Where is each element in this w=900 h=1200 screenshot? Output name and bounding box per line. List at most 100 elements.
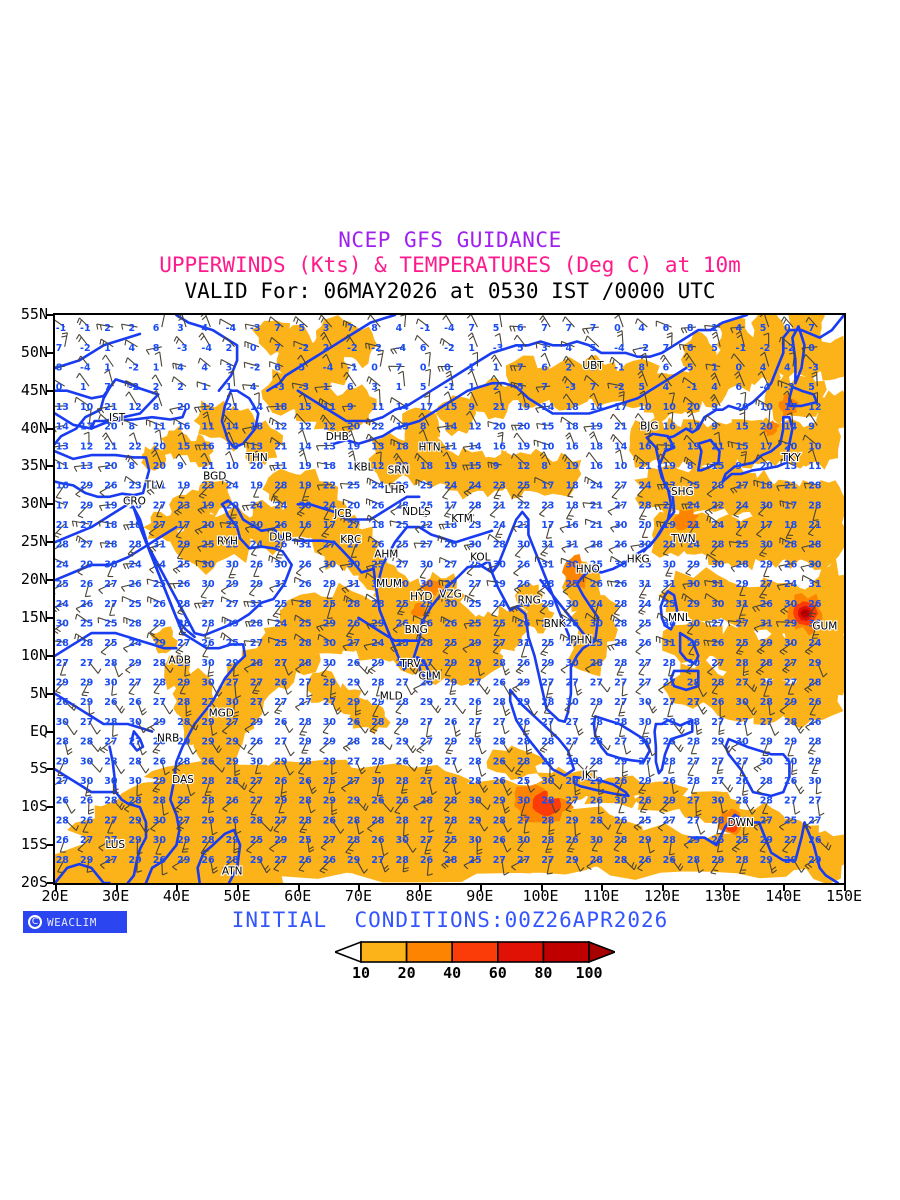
svg-text:8: 8: [129, 461, 136, 472]
svg-text:30: 30: [614, 559, 628, 570]
lon-tick: [237, 884, 240, 891]
svg-text:26: 26: [517, 559, 531, 570]
svg-text:21: 21: [274, 441, 287, 452]
svg-text:LHR: LHR: [385, 484, 406, 496]
svg-text:28: 28: [274, 481, 288, 492]
svg-text:27: 27: [541, 619, 554, 630]
svg-text:28: 28: [129, 796, 143, 807]
svg-text:12: 12: [323, 422, 336, 433]
svg-text:-3: -3: [808, 363, 819, 374]
svg-text:27: 27: [347, 776, 360, 787]
weather-map[interactable]: -1 -1 2 2 6 3 4 -4 -3 7 5 3 7 8 4 -1 -4 7 5 6 7 7 7 0 4 6 8 1 4 5 0 7 7-…: [53, 313, 846, 885]
svg-text:-1: -1: [80, 323, 91, 334]
lat-tick-label: 35N: [20, 456, 48, 475]
svg-text:17: 17: [687, 422, 700, 433]
svg-text:28: 28: [371, 737, 385, 748]
svg-text:24: 24: [590, 599, 604, 610]
svg-text:28: 28: [56, 815, 70, 826]
svg-text:27: 27: [566, 737, 579, 748]
svg-text:30: 30: [104, 776, 118, 787]
colorbar-tick-label: 80: [534, 964, 553, 982]
svg-text:27: 27: [566, 717, 579, 728]
svg-text:31: 31: [736, 599, 749, 610]
svg-text:18: 18: [274, 402, 288, 413]
lat-tick: [47, 351, 54, 354]
svg-text:28: 28: [104, 540, 118, 551]
svg-text:28: 28: [371, 815, 385, 826]
svg-text:29: 29: [517, 697, 530, 708]
svg-text:29: 29: [566, 756, 579, 767]
svg-text:27: 27: [420, 776, 433, 787]
lon-tick: [601, 884, 604, 891]
svg-text:28: 28: [614, 835, 628, 846]
svg-text:28: 28: [541, 697, 555, 708]
svg-text:28: 28: [299, 796, 313, 807]
svg-text:26: 26: [371, 796, 385, 807]
svg-text:-2: -2: [250, 363, 261, 374]
svg-text:24: 24: [687, 500, 701, 511]
svg-text:24: 24: [250, 540, 264, 551]
svg-text:29: 29: [468, 658, 481, 669]
svg-text:-1: -1: [736, 343, 747, 354]
svg-text:11: 11: [153, 422, 166, 433]
svg-text:29: 29: [590, 697, 603, 708]
svg-text:-3: -3: [299, 382, 310, 393]
svg-text:26: 26: [590, 796, 604, 807]
svg-text:27: 27: [347, 756, 360, 767]
lon-tick-label: 120E: [643, 887, 680, 905]
svg-text:24: 24: [784, 579, 798, 590]
svg-text:4: 4: [250, 382, 257, 393]
svg-text:30: 30: [468, 796, 482, 807]
svg-text:DAS: DAS: [172, 774, 194, 786]
svg-text:28: 28: [177, 756, 191, 767]
lat-tick: [47, 730, 54, 733]
svg-text:28: 28: [760, 776, 774, 787]
svg-text:6: 6: [663, 363, 670, 374]
svg-text:4: 4: [784, 363, 791, 374]
svg-text:25: 25: [299, 619, 312, 630]
svg-text:30: 30: [784, 756, 798, 767]
svg-text:2: 2: [226, 343, 233, 354]
svg-text:16: 16: [663, 441, 677, 452]
svg-text:30: 30: [201, 678, 215, 689]
svg-text:26: 26: [444, 717, 458, 728]
svg-text:21: 21: [226, 402, 239, 413]
colorbar[interactable]: 10 20 40 60 80 100: [332, 940, 618, 990]
lon-tick: [479, 884, 482, 891]
svg-text:26: 26: [177, 579, 191, 590]
svg-text:26: 26: [129, 579, 143, 590]
svg-text:30: 30: [711, 599, 725, 610]
svg-text:29: 29: [274, 756, 287, 767]
svg-text:5: 5: [808, 382, 815, 393]
svg-text:25: 25: [736, 540, 749, 551]
svg-text:SRN: SRN: [388, 464, 410, 476]
svg-text:29: 29: [760, 737, 773, 748]
lon-tick-label: 100E: [522, 887, 559, 905]
svg-text:27: 27: [638, 678, 651, 689]
lat-tick: [47, 654, 54, 657]
svg-text:-4: -4: [396, 343, 407, 354]
svg-text:28: 28: [711, 678, 725, 689]
svg-text:28: 28: [226, 855, 240, 866]
svg-text:27: 27: [663, 815, 676, 826]
lon-tick: [783, 884, 786, 891]
svg-text:8: 8: [56, 363, 63, 374]
svg-text:-4: -4: [201, 343, 212, 354]
svg-text:28: 28: [56, 737, 70, 748]
svg-text:-4: -4: [80, 363, 91, 374]
svg-text:30: 30: [614, 796, 628, 807]
svg-text:29: 29: [80, 559, 93, 570]
svg-text:3: 3: [226, 363, 233, 374]
svg-text:29: 29: [687, 599, 700, 610]
svg-text:20: 20: [250, 461, 264, 472]
svg-text:24: 24: [736, 500, 750, 511]
svg-text:26: 26: [493, 835, 507, 846]
svg-text:24: 24: [517, 599, 531, 610]
svg-text:26: 26: [347, 619, 361, 630]
svg-text:31: 31: [274, 579, 287, 590]
svg-text:0: 0: [420, 363, 427, 374]
svg-text:18: 18: [371, 520, 385, 531]
svg-text:28: 28: [687, 717, 701, 728]
svg-text:22: 22: [420, 520, 433, 531]
svg-text:27: 27: [104, 835, 117, 846]
